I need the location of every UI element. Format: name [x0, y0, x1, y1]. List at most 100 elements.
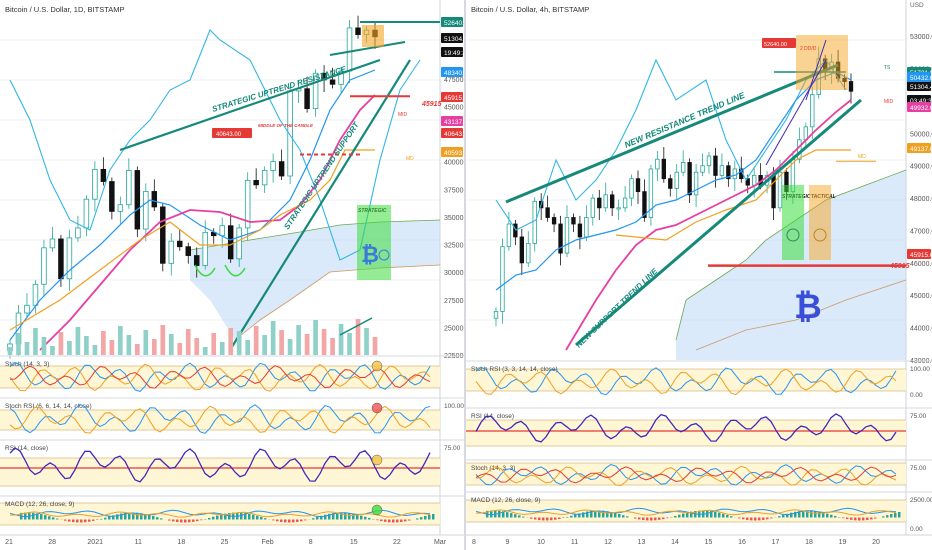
- left-macd-histogram-bar: [220, 514, 223, 520]
- left-md-label: MD: [406, 156, 414, 162]
- right-macd-histogram-bar: [750, 517, 753, 521]
- right-macd-histogram-bar: [654, 517, 657, 521]
- left-macd-histogram-bar: [104, 517, 107, 520]
- left-macd-histogram-bar: [76, 519, 79, 523]
- left-macd-histogram-bar: [380, 519, 383, 522]
- right-macd-histogram-bar: [890, 513, 893, 518]
- left-stoch-d-line: [9, 405, 431, 434]
- left-macd-histogram-bar: [352, 513, 355, 520]
- right-macd-histogram-bar: [522, 516, 525, 518]
- left-candle: [278, 161, 285, 177]
- left-macd-histogram-bar: [200, 519, 203, 521]
- left-macd-histogram-bar: [108, 516, 111, 520]
- right-title: Bitcoin / U.S. Dollar, 4h, BITSTAMP: [471, 5, 589, 14]
- right-candle: [674, 171, 679, 189]
- right-macd-histogram-bar: [510, 513, 513, 518]
- left-candle: [236, 227, 242, 260]
- right-stoch-d-line: [475, 368, 897, 396]
- left-volume-bar: [228, 328, 234, 355]
- right-candle: [616, 207, 621, 210]
- left-macd-histogram-bar: [252, 514, 255, 520]
- left-macd-histogram-bar: [424, 515, 427, 520]
- right-x-tick-label: 15: [705, 539, 713, 546]
- left-volume-bar: [24, 342, 30, 355]
- right-candle: [603, 194, 608, 209]
- left-cyan-line: [9, 29, 421, 261]
- left-y-tick-label: 40000.00: [444, 160, 464, 167]
- left-volume-bar: [372, 337, 378, 355]
- right-currency: USD: [910, 2, 924, 9]
- right-macd-histogram-bar: [690, 511, 693, 518]
- right-y-tick-label: 47000.00: [910, 228, 932, 235]
- left-macd-histogram-bar: [36, 513, 39, 520]
- left-macd-histogram-bar: [176, 519, 179, 523]
- right-candle: [726, 165, 731, 180]
- right-tactical-smile-icon: [813, 228, 827, 242]
- left-candle: [66, 237, 73, 280]
- right-macd-histogram-bar: [810, 510, 813, 518]
- right-x-tick-label: 19: [839, 539, 847, 546]
- right-highlight-box: [796, 35, 848, 90]
- left-macd-histogram-bar: [120, 513, 123, 520]
- right-candle: [519, 236, 524, 264]
- left-volume-bar: [185, 329, 191, 355]
- left-indicator-tick: 75.00: [444, 445, 461, 452]
- right-macd-histogram-bar: [714, 511, 717, 518]
- right-candle: [732, 168, 737, 180]
- right-macd-histogram-bar: [782, 514, 785, 518]
- right-candle: [661, 158, 666, 180]
- smile-icon: [378, 249, 390, 261]
- right-candle: [584, 217, 589, 238]
- left-candle: [168, 240, 175, 264]
- left-macd-histogram-bar: [140, 513, 143, 520]
- right-x-tick-label: 18: [805, 539, 813, 546]
- left-indicator-tick: 100.00: [444, 403, 464, 410]
- left-macd-histogram-bar: [180, 519, 183, 523]
- right-macd-histogram-bar: [666, 517, 669, 519]
- left-macd-histogram-bar: [68, 519, 71, 522]
- right-y-tick-label: 45000.00: [910, 293, 932, 300]
- left-y-tick-label: 47500.00: [444, 77, 464, 84]
- left-macd-histogram-bar: [52, 517, 55, 520]
- right-macd-histogram-bar: [894, 512, 897, 518]
- right-macd-histogram-bar: [834, 515, 837, 518]
- left-macd-histogram-bar: [136, 512, 139, 520]
- right-magenta-ma: [565, 99, 852, 351]
- right-candle: [610, 194, 615, 209]
- left-macd-histogram-bar: [344, 512, 347, 520]
- right-candle: [622, 197, 628, 209]
- left-macd-histogram-bar: [300, 519, 303, 522]
- right-x-tick-label: 16: [738, 539, 746, 546]
- left-candle: [194, 255, 200, 266]
- left-stoch-d-line: [9, 363, 431, 392]
- left-signal-line: [9, 511, 431, 518]
- left-macd-histogram-bar: [396, 519, 399, 523]
- left-macd-histogram-bar: [432, 513, 435, 520]
- right-stoch-extra-line: [475, 466, 897, 484]
- left-macd-histogram-bar: [196, 519, 199, 522]
- left-indicator-name: MACD (12, 26, close, 9): [5, 501, 74, 508]
- right-orange-line: [615, 149, 851, 241]
- left-title: Bitcoin / U.S. Dollar, 1D, BITSTAMP: [5, 5, 124, 14]
- left-price-tag: [441, 147, 463, 157]
- left-x-tick-label: 11: [135, 539, 142, 546]
- right-rsi-line: [475, 413, 897, 443]
- left-x-tick-label: 25: [221, 539, 229, 546]
- left-candle: [109, 181, 115, 212]
- left-candle: [75, 227, 81, 239]
- left-price-tag: [441, 128, 463, 138]
- right-macd-histogram-bar: [598, 510, 601, 518]
- left-x-tick-label: 22: [393, 539, 401, 546]
- left-candle: [304, 88, 310, 110]
- left-candle: [244, 180, 251, 229]
- left-orange-line: [9, 149, 375, 331]
- right-indicator-name: MACD (12, 26, close, 9): [471, 497, 540, 504]
- left-macd-histogram-bar: [280, 519, 283, 522]
- right-blue-ma: [495, 71, 852, 291]
- right-strategic-smile-icon: [786, 228, 800, 242]
- left-indicator-emoji-icon: [371, 454, 383, 466]
- right-candle: [571, 217, 576, 225]
- right-macd-histogram-bar: [502, 511, 505, 518]
- left-macd-histogram-bar: [56, 518, 59, 520]
- right-x-tick-label: 11: [571, 539, 578, 546]
